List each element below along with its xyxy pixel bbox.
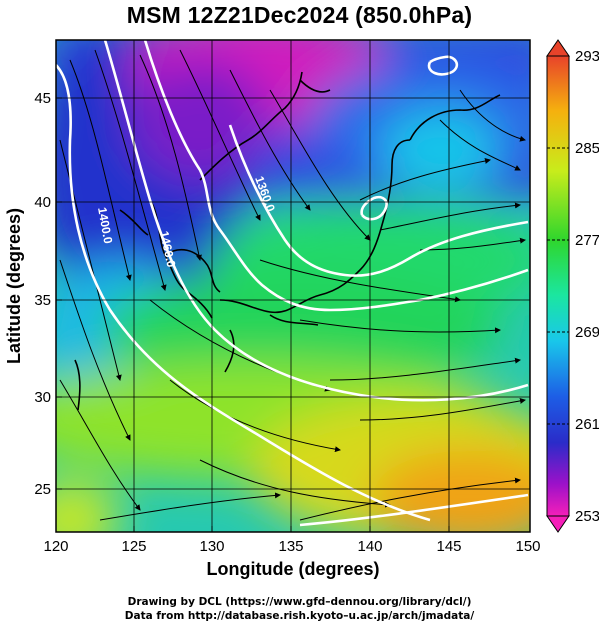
- y-tick-label: 45: [34, 90, 51, 107]
- x-tick-label: 150: [515, 538, 540, 555]
- wind-streamlines: [59, 49, 526, 521]
- colorbar: 293 285 277 269 261 253: [546, 39, 599, 533]
- footer-credit-data: Data from http://database.rish.kyoto–u.a…: [124, 610, 475, 622]
- footer-credit-dcl: Drawing by DCL (https://www.gfd–dennou.o…: [127, 596, 472, 608]
- y-tick-label: 40: [34, 194, 51, 211]
- coastlines: [74, 71, 501, 411]
- y-tick-label: 25: [34, 481, 51, 498]
- x-tick-label: 135: [278, 538, 303, 555]
- axis-ticks: [55, 97, 531, 532]
- x-axis-title: Longitude (degrees): [206, 559, 379, 579]
- colorbar-label: 285: [575, 140, 599, 157]
- map-grid: [56, 40, 530, 532]
- x-tick-label: 145: [436, 538, 461, 555]
- map-title: MSM 12Z21Dec2024 (850.0hPa): [126, 2, 473, 28]
- temperature-field: [56, 40, 530, 532]
- colorbar-label: 277: [575, 232, 599, 249]
- x-tick-label: 140: [357, 538, 382, 555]
- x-tick-labels: 120 125 130 135 140 145 150: [43, 538, 540, 555]
- y-tick-label: 35: [34, 292, 51, 309]
- y-tick-label: 30: [34, 389, 51, 406]
- contour-label-1400: 1400.0: [95, 206, 115, 245]
- y-tick-labels: 25 30 35 40 45: [34, 90, 51, 498]
- plot-frame: [55, 39, 531, 533]
- y-axis-title: Latitude (degrees): [4, 208, 24, 364]
- x-tick-label: 130: [199, 538, 224, 555]
- map-figure: 1400.0 1460.0 1360.0 120 125 130 135 140…: [4, 39, 599, 579]
- x-tick-label: 120: [43, 538, 68, 555]
- colorbar-label: 253: [575, 508, 599, 525]
- colorbar-label: 269: [575, 324, 599, 341]
- colorbar-label: 293: [575, 48, 599, 65]
- colorbar-label: 261: [575, 416, 599, 433]
- x-tick-label: 125: [121, 538, 146, 555]
